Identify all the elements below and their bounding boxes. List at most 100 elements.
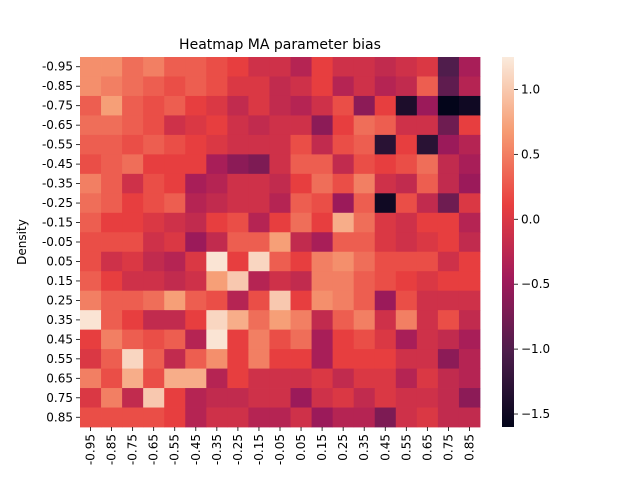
heatmap-cell [437,329,460,350]
heatmap-cell [206,57,228,77]
heatmap-cell [206,388,228,408]
heatmap-cell [395,310,418,331]
heatmap-cell [206,115,228,136]
heatmap-cell [101,115,123,136]
x-tick-label: 0.75 [441,434,455,461]
heatmap-cell [206,193,228,214]
heatmap-cell [332,232,355,253]
heatmap-cell [248,388,270,408]
heatmap-cell [311,212,334,233]
heatmap-cell [416,349,439,369]
heatmap-cell [122,368,144,389]
colorbar [502,57,514,427]
heatmap-cell [206,212,228,233]
heatmap-cell [374,115,397,136]
heatmap-cell [227,329,249,350]
heatmap-cell [206,95,228,116]
heatmap-cell [269,134,291,155]
heatmap-cell [185,329,207,350]
heatmap-cell [437,193,460,214]
heatmap-cell [311,349,334,369]
heatmap-cell [164,57,186,77]
heatmap-cell [143,154,165,175]
heatmap-cell [269,95,291,116]
x-tick-label: 0.15 [315,434,329,461]
heatmap-cell [353,115,376,136]
heatmap-cell [122,173,144,194]
heatmap-cell [416,271,439,292]
heatmap-cell [374,251,397,272]
heatmap-cell [290,76,312,97]
heatmap-cell [458,154,481,175]
heatmap-cell [311,368,334,389]
heatmap-cell [248,57,270,77]
heatmap-cell [164,349,186,369]
heatmap-cell [290,407,312,428]
heatmap-cell [80,329,102,350]
heatmap-cell [269,193,291,214]
heatmap-cell [311,271,334,292]
heatmap-cell [164,368,186,389]
heatmap-cell [80,388,102,408]
heatmap-cell [248,76,270,97]
heatmap-cell [395,95,418,116]
heatmap-cell [332,388,355,408]
heatmap-cell [101,193,123,214]
colorbar-tick-label: 0.5 [521,147,540,161]
heatmap-cell [122,232,144,253]
heatmap-cell [227,271,249,292]
heatmap-cell [101,329,123,350]
heatmap-cell [437,173,460,194]
y-tick-label: 0.45 [46,332,73,346]
heatmap-cell [269,173,291,194]
heatmap-cell [122,154,144,175]
heatmap-cell [101,154,123,175]
heatmap-cell [80,212,102,233]
heatmap-cell [353,193,376,214]
heatmap-cell [248,251,270,272]
heatmap-cell [143,57,165,77]
heatmap-cell [227,310,249,331]
heatmap-cell [80,290,102,311]
heatmap-cell [353,76,376,97]
heatmap-cell [122,57,144,77]
heatmap-cell [164,212,186,233]
heatmap-cell [80,57,102,77]
heatmap-cell [437,115,460,136]
heatmap-cell [248,310,270,331]
heatmap-cell [395,57,418,77]
heatmap-cell [395,271,418,292]
heatmap-cell [374,232,397,253]
heatmap-cell [227,173,249,194]
x-tick-label: -0.25 [231,434,245,465]
heatmap-cell [395,251,418,272]
heatmap-cell [122,271,144,292]
heatmap-cell [164,232,186,253]
heatmap-cell [332,329,355,350]
heatmap-cell [290,154,312,175]
heatmap-cell [164,134,186,155]
heatmap-cell [395,232,418,253]
heatmap-cell [248,290,270,311]
heatmap-cell [122,115,144,136]
heatmap-cell [395,193,418,214]
heatmap-cell [185,290,207,311]
heatmap-cell [269,271,291,292]
heatmap-cell [311,310,334,331]
heatmap-cell [458,310,481,331]
heatmap-cell [353,368,376,389]
heatmap-cell [353,407,376,428]
heatmap-cell [332,115,355,136]
heatmap-cell [185,407,207,428]
heatmap-cell [458,290,481,311]
heatmap-cell [437,134,460,155]
heatmap-cell [416,115,439,136]
heatmap-cell [332,271,355,292]
colorbar-tick-label: 0.0 [521,212,540,226]
heatmap-cell [101,310,123,331]
heatmap-cell [122,134,144,155]
heatmap-cell [164,271,186,292]
heatmap-cell [458,115,481,136]
x-tick-label: -0.95 [84,434,98,465]
heatmap-cell [395,329,418,350]
